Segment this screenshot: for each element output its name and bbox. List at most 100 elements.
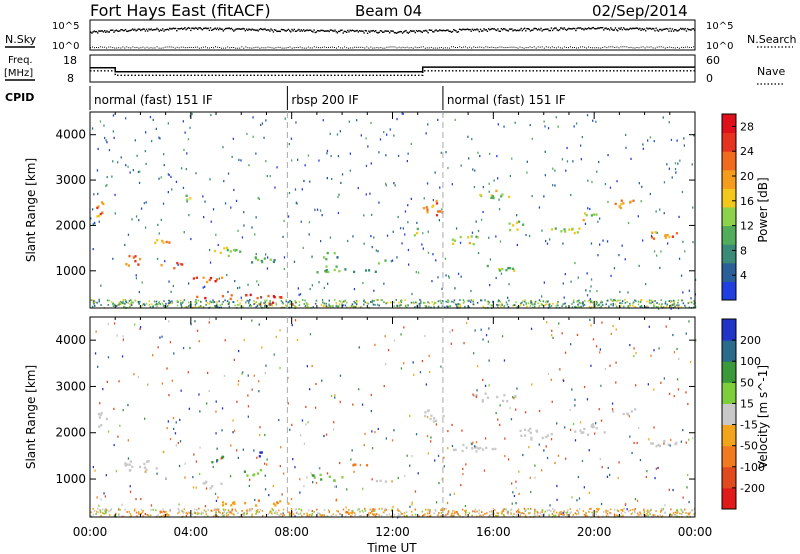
nsearch-point bbox=[172, 46, 174, 48]
nsearch-point bbox=[257, 46, 259, 48]
noise-cell bbox=[158, 232, 160, 235]
noise-cell bbox=[618, 461, 620, 464]
noise-cell bbox=[233, 188, 235, 192]
noise-cell bbox=[362, 281, 364, 285]
ground-cell bbox=[519, 304, 522, 306]
noise-cell bbox=[615, 381, 617, 384]
noise-cell bbox=[573, 125, 575, 128]
ground-cell bbox=[97, 507, 99, 510]
noise-cell bbox=[583, 486, 585, 489]
noise-cell bbox=[596, 290, 598, 293]
ground-cell bbox=[202, 512, 204, 515]
noise-cell bbox=[393, 134, 395, 137]
data-cell bbox=[379, 479, 382, 482]
ground-cell bbox=[227, 513, 230, 516]
noise-cell bbox=[400, 367, 403, 370]
ground-cell bbox=[154, 303, 157, 306]
power-colorbar-label: Power [dB] bbox=[756, 177, 770, 242]
ground-cell bbox=[362, 511, 364, 514]
ground-cell bbox=[367, 512, 370, 515]
ground-cell bbox=[560, 511, 563, 514]
data-cell bbox=[459, 235, 462, 239]
ground-cell bbox=[573, 301, 575, 304]
noise-cell bbox=[215, 499, 218, 502]
noise-cell bbox=[569, 428, 572, 431]
noise-cell bbox=[685, 441, 687, 444]
noise-cell bbox=[590, 278, 593, 281]
noise-cell bbox=[291, 159, 293, 162]
nsearch-point bbox=[112, 47, 114, 49]
noise-cell bbox=[544, 150, 546, 153]
ground-cell bbox=[212, 515, 215, 518]
noise-cell bbox=[169, 341, 172, 344]
ground-cell bbox=[595, 513, 597, 516]
ground-cell bbox=[632, 301, 635, 304]
ground-cell bbox=[346, 511, 348, 514]
nsky-point bbox=[229, 28, 231, 30]
ground-cell bbox=[590, 301, 592, 303]
ground-cell bbox=[687, 302, 690, 305]
ground-cell bbox=[420, 302, 422, 304]
ground-cell bbox=[153, 300, 156, 303]
nsky-point bbox=[441, 30, 443, 32]
nsearch-point bbox=[648, 46, 650, 48]
noise-cell bbox=[648, 325, 650, 328]
nsearch-point bbox=[237, 47, 239, 49]
ground-cell bbox=[594, 300, 597, 303]
data-cell bbox=[259, 451, 262, 454]
nsky-point bbox=[185, 28, 187, 31]
nsky-point bbox=[130, 29, 133, 31]
ground-cell bbox=[507, 511, 509, 514]
data-cell bbox=[327, 270, 330, 274]
nsearch-point bbox=[96, 47, 97, 48]
noise-cell bbox=[588, 491, 590, 494]
noise-cell bbox=[232, 431, 234, 434]
ground-cell bbox=[136, 515, 138, 518]
ground-cell bbox=[290, 302, 292, 305]
ground-cell bbox=[222, 301, 224, 303]
ground-cell bbox=[648, 299, 651, 302]
ground-cell bbox=[652, 514, 654, 516]
ground-cell bbox=[428, 512, 431, 515]
nsky-point bbox=[535, 28, 537, 30]
data-cell bbox=[233, 501, 236, 504]
nsearch-point bbox=[513, 46, 515, 48]
ground-cell bbox=[101, 508, 104, 511]
nsky-point bbox=[148, 28, 150, 30]
ground-cell bbox=[608, 305, 610, 308]
noise-cell bbox=[546, 321, 548, 324]
ground-cell bbox=[572, 299, 575, 302]
nsearch-point bbox=[200, 47, 202, 49]
noise-cell bbox=[586, 114, 589, 117]
ground-cell bbox=[281, 301, 284, 304]
noise-cell bbox=[311, 509, 313, 513]
ground-cell bbox=[385, 508, 387, 511]
noise-cell bbox=[295, 201, 297, 204]
ground-cell bbox=[552, 302, 554, 305]
nsky-series bbox=[90, 26, 696, 49]
ground-cell bbox=[315, 299, 318, 302]
ground-cell bbox=[250, 507, 253, 510]
noise-cell bbox=[353, 288, 356, 291]
nsky-point bbox=[333, 30, 335, 32]
nsearch-tick-bottom: 10^0 bbox=[706, 41, 733, 52]
ground-cell bbox=[433, 302, 436, 305]
noise-cell bbox=[173, 427, 175, 430]
nsky-point bbox=[258, 28, 261, 31]
nsky-point bbox=[448, 30, 450, 32]
ground-cell bbox=[530, 300, 532, 302]
noise-cell bbox=[638, 426, 640, 430]
ground-cell bbox=[646, 510, 648, 513]
noise-cell bbox=[149, 116, 152, 119]
nsky-point bbox=[94, 31, 97, 33]
data-cell bbox=[173, 267, 176, 270]
nsearch-point bbox=[321, 46, 323, 48]
noise-cell bbox=[401, 242, 403, 245]
noise-cell bbox=[115, 470, 118, 473]
noise-cell bbox=[484, 437, 487, 440]
nsearch-point bbox=[438, 47, 440, 49]
nsky-point bbox=[405, 29, 407, 32]
noise-cell bbox=[403, 326, 405, 329]
noise-cell bbox=[95, 330, 97, 333]
ground-cell bbox=[183, 508, 186, 511]
